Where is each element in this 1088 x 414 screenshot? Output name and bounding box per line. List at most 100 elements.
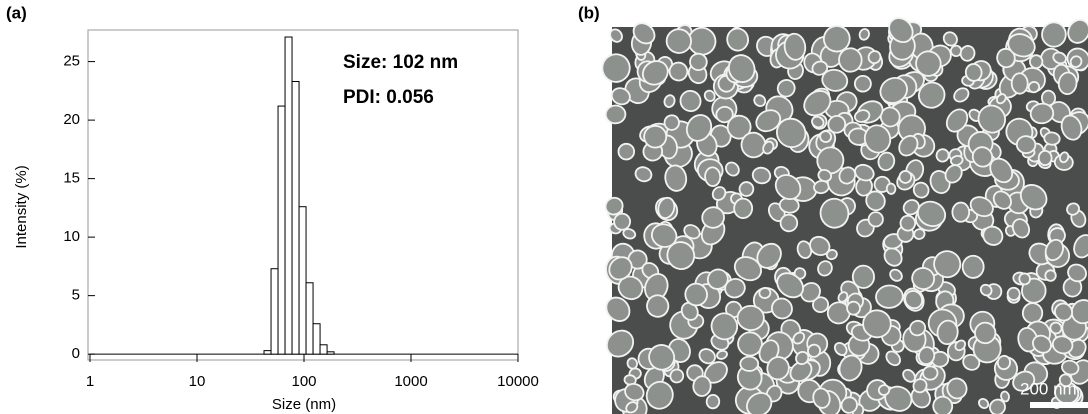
particle [838,354,863,382]
particle [819,130,833,143]
particle [888,17,914,44]
particle [751,166,772,185]
particle [821,68,849,92]
particle [641,60,669,86]
particle [911,267,936,290]
particle [687,26,717,56]
particle [977,397,990,410]
y-tick-label: 25 [63,53,80,70]
particle [727,54,756,84]
particle [1070,299,1088,325]
particle [898,134,919,157]
particle [936,319,959,346]
particle [1021,277,1047,304]
particle [684,282,708,307]
y-tick-label: 15 [63,170,80,187]
particle [838,166,857,185]
particle [964,63,983,82]
particle [632,22,656,45]
scale-bar-label: 200 nm [1020,379,1077,398]
particle [996,47,1016,69]
particle [605,296,631,322]
particle [862,309,892,339]
particle [1057,71,1078,96]
x-tick-label: 10 [189,373,206,390]
y-tick-label: 10 [63,228,80,245]
particle [663,114,680,131]
particle [711,186,727,201]
particle [909,319,927,337]
particle [1054,302,1073,322]
particle [863,124,892,154]
particle [733,256,762,282]
particle [610,87,631,106]
particle [679,90,702,112]
particle [853,74,872,93]
particle [817,168,833,183]
particle [758,339,780,364]
particle [739,355,760,372]
particle [779,213,799,233]
particle [877,384,891,396]
particle [971,146,994,168]
particle [625,401,639,414]
particle [877,151,896,172]
bar [277,105,286,355]
particle [827,114,847,134]
particle [1067,263,1087,283]
particle [746,392,773,414]
particle [617,142,636,161]
particle [753,94,767,107]
particle [833,341,848,356]
particle [942,31,958,47]
particle [698,348,716,365]
particle [912,378,928,394]
particle [626,357,639,370]
particle [822,25,851,53]
y-tick-label: 20 [63,111,80,128]
particle [917,81,946,109]
x-tick-label: 10000 [497,373,539,390]
particle [703,89,716,102]
particle [1029,54,1044,70]
particle [609,28,623,43]
particle [663,94,676,108]
particle [1051,335,1074,355]
particle [775,117,807,149]
bar [326,351,335,355]
particle [953,87,970,103]
bar [298,206,307,355]
y-tick-label: 5 [72,287,80,304]
particle [1049,321,1063,335]
particle [838,47,863,73]
particle [989,157,1014,184]
particle [755,109,782,133]
particle [811,115,825,129]
particle [932,395,954,414]
bar [305,282,314,355]
particle [776,272,804,299]
particle [1052,51,1067,65]
particle [817,260,833,277]
plot-frame [87,29,519,361]
particle [840,396,858,414]
bar [312,323,321,355]
particle [809,235,831,257]
particle [604,196,624,216]
particle [1010,72,1029,95]
particle [816,146,845,175]
particle [1069,55,1083,68]
particle [692,375,712,397]
particle [725,161,740,177]
particle [624,382,645,402]
particle [944,164,963,184]
particle [1058,373,1073,388]
particle [825,249,838,261]
particle [613,212,632,231]
particle [951,201,971,223]
particle [982,225,1004,246]
bar [291,80,300,355]
particle [789,360,813,383]
bar [263,350,272,355]
